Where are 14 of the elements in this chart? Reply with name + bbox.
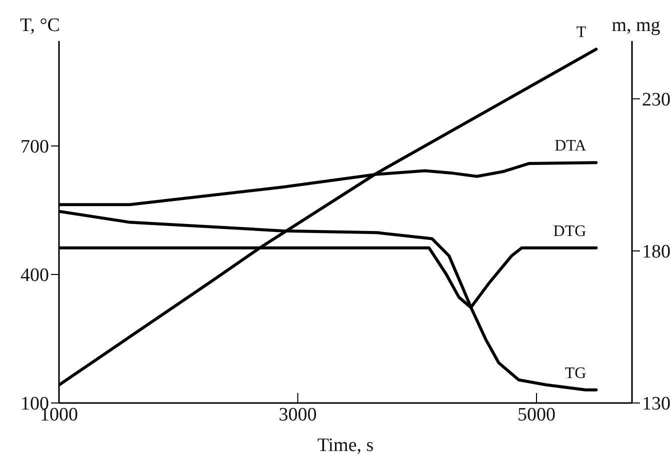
y-axis-title: T, °C bbox=[20, 15, 60, 36]
series-label: DTA bbox=[554, 138, 587, 155]
series-label: DTG bbox=[553, 222, 587, 240]
y-tick-label: 400 bbox=[20, 265, 49, 286]
x-tick-label: 3000 bbox=[278, 404, 317, 426]
series-label: TG bbox=[564, 364, 587, 382]
x-axis-title: Time, s bbox=[317, 435, 374, 456]
y2-tick-label: 180 bbox=[642, 242, 670, 263]
y2-axis-title: m, mg bbox=[612, 15, 661, 36]
y2-tick-label: 230 bbox=[642, 90, 670, 111]
y-tick-label: 700 bbox=[20, 136, 49, 158]
y2-tick-label: 130 bbox=[642, 394, 670, 415]
x-tick-label: 5000 bbox=[518, 404, 556, 426]
series-label: T bbox=[576, 24, 586, 42]
